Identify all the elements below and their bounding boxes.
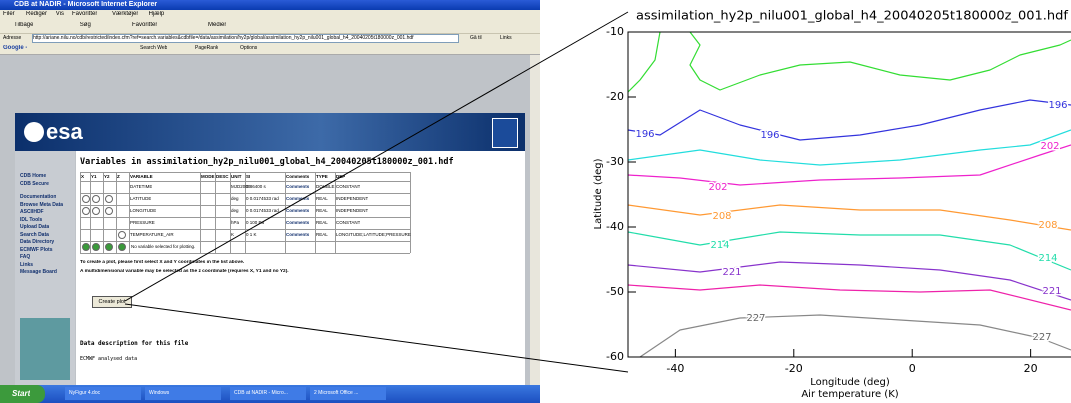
contour-line: [628, 262, 1071, 300]
x-tick-label: -40: [666, 362, 684, 375]
contour-label: 221: [1042, 286, 1061, 297]
contour-line: [628, 100, 1071, 140]
contour-line: [628, 205, 1071, 230]
contour-label: 202: [1040, 141, 1059, 152]
contour-line: [628, 32, 660, 92]
contour-label: 208: [1038, 220, 1057, 231]
screenshot: CDB at NADIR - Microsoft Internet Explor…: [0, 0, 1071, 403]
y-tick-label: -60: [606, 350, 624, 363]
contour-label: 196: [760, 130, 779, 141]
contour-label: 214: [710, 240, 729, 251]
contour-label: 227: [1032, 332, 1051, 343]
contours: [628, 32, 1071, 357]
contour-label: 214: [1038, 253, 1057, 264]
x-axis-label: Longitude (deg): [810, 377, 890, 388]
contour-line: [690, 32, 1071, 90]
y-tick-label: -30: [606, 155, 624, 168]
contour-label: 196: [635, 129, 654, 140]
y-tick-label: -10: [606, 25, 624, 38]
plot-title: assimilation_hy2p_nilu001_global_h4_2004…: [636, 9, 1069, 23]
contour-label: 196: [1048, 100, 1067, 111]
y-tick-label: -50: [606, 285, 624, 298]
contour-line: [628, 130, 1071, 165]
overlay: assimilation_hy2p_nilu001_global_h4_2004…: [0, 0, 1071, 403]
x-tick-label: -20: [785, 362, 803, 375]
contour-line: [640, 315, 1071, 357]
colorbar-label: Air temperature (K): [801, 389, 898, 400]
y-tick-label: -20: [606, 90, 624, 103]
contour-label: 221: [722, 267, 741, 278]
y-axis-label: Latitude (deg): [593, 158, 604, 229]
x-tick-label: 0: [909, 362, 916, 375]
contour-label: 227: [746, 313, 765, 324]
y-tick-label: -40: [606, 220, 624, 233]
contour-label: 208: [712, 211, 731, 222]
connector-line: [125, 304, 628, 372]
contour-line: [628, 285, 1071, 310]
contour-label: 202: [708, 182, 727, 193]
x-tick-label: 20: [1024, 362, 1038, 375]
plot-frame: [628, 32, 1071, 357]
connector-line: [125, 12, 628, 301]
